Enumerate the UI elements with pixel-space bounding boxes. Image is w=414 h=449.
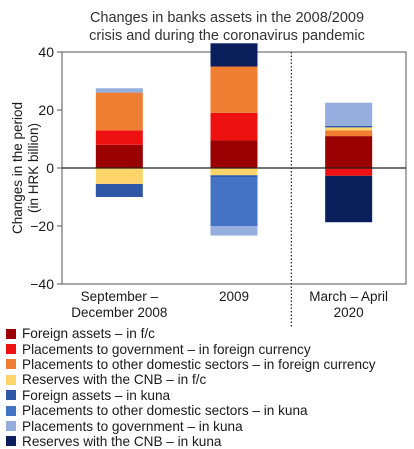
legend-swatch bbox=[6, 405, 16, 416]
bar-segment bbox=[95, 183, 143, 197]
legend-label: Foreign assets – in f/c bbox=[22, 326, 155, 342]
legend-item: Placements to government – in kuna bbox=[6, 418, 376, 434]
legend-swatch bbox=[6, 390, 16, 401]
x-category-label: December 2008 bbox=[71, 305, 167, 320]
y-axis-label-line: (in HRK billion) bbox=[26, 123, 41, 213]
y-axis-ticks: 40 20 0 −20 −40 bbox=[30, 44, 62, 292]
bar-segment bbox=[210, 140, 258, 168]
bar-segment bbox=[210, 112, 258, 141]
chart-title: Changes in banks assets in the 2008/2009… bbox=[89, 10, 365, 44]
x-category-label: September – bbox=[81, 289, 159, 304]
x-axis-categories: September –December 2008 2009 March – Apri… bbox=[71, 289, 388, 320]
legend-item: Placements to other domestic sectors – i… bbox=[6, 357, 376, 372]
y-tick-label: −40 bbox=[30, 276, 54, 292]
legend-item: Reserves with the CNB – in kuna bbox=[6, 434, 376, 449]
y-tick-label: 0 bbox=[46, 160, 54, 176]
legend-swatch bbox=[6, 344, 16, 355]
legend-item: Foreign assets – in f/c bbox=[6, 326, 376, 341]
bar-segment bbox=[325, 130, 373, 137]
legend-item: Placements to other domestic sectors – i… bbox=[6, 403, 376, 418]
x-category-label: 2009 bbox=[219, 289, 249, 304]
legend: Foreign assets – in f/c Placements to gov… bbox=[6, 326, 376, 449]
legend-swatch bbox=[6, 328, 16, 339]
y-tick-label: −20 bbox=[30, 218, 54, 234]
bar-segment bbox=[210, 175, 258, 177]
chart-title-line: Changes in banks assets in the 2008/2009 bbox=[90, 10, 364, 26]
bar-segment bbox=[95, 88, 143, 93]
chart-title-line: crisis and during the coronavirus pandem… bbox=[89, 28, 365, 44]
legend-item: Placements to government – in foreign cu… bbox=[6, 341, 376, 357]
legend-label: Reserves with the CNB – in kuna bbox=[22, 433, 222, 449]
legend-label: Placements to government – in foreign cu… bbox=[22, 341, 311, 357]
legend-label: Reserves with the CNB – in f/c bbox=[22, 372, 207, 388]
legend-label: Placements to other domestic sectors – i… bbox=[22, 356, 376, 372]
bar-segment bbox=[210, 66, 258, 113]
legend-swatch bbox=[6, 359, 16, 370]
bar-segment bbox=[210, 226, 258, 236]
y-tick-label: 20 bbox=[38, 102, 54, 118]
legend-swatch bbox=[6, 374, 16, 385]
bars bbox=[95, 43, 373, 236]
bar-segment bbox=[95, 92, 143, 131]
bar-segment bbox=[210, 176, 258, 227]
bar-segment bbox=[325, 102, 373, 126]
x-category-label: March – April bbox=[309, 289, 388, 304]
y-tick-label: 40 bbox=[38, 44, 54, 60]
bar-segment bbox=[325, 175, 373, 223]
legend-item: Reserves with the CNB – in f/c bbox=[6, 372, 376, 387]
bar-segment bbox=[210, 43, 258, 67]
bar-segment bbox=[325, 125, 373, 128]
bar-segment bbox=[325, 136, 373, 168]
bar-chart: Changes in banks assets in the 2008/2009… bbox=[10, 10, 407, 328]
legend-swatch bbox=[6, 436, 16, 447]
bar-segment bbox=[95, 144, 143, 168]
y-axis-label-line: Changes in the period bbox=[10, 102, 25, 234]
bar-segment bbox=[325, 168, 373, 176]
legend-label: Placements to other domestic sectors – i… bbox=[22, 403, 308, 419]
bar-segment bbox=[325, 127, 373, 131]
y-axis-label: Changes in the period (in HRK billion) bbox=[10, 102, 41, 234]
legend-label: Foreign assets – in kuna bbox=[22, 387, 171, 403]
bar-segment bbox=[95, 130, 143, 145]
x-category-label: 2020 bbox=[334, 305, 364, 320]
legend-swatch bbox=[6, 421, 16, 432]
legend-item: Foreign assets – in kuna bbox=[6, 388, 376, 403]
bar-segment bbox=[95, 168, 143, 184]
legend-label: Placements to government – in kuna bbox=[22, 418, 243, 434]
bar-segment bbox=[210, 168, 258, 176]
